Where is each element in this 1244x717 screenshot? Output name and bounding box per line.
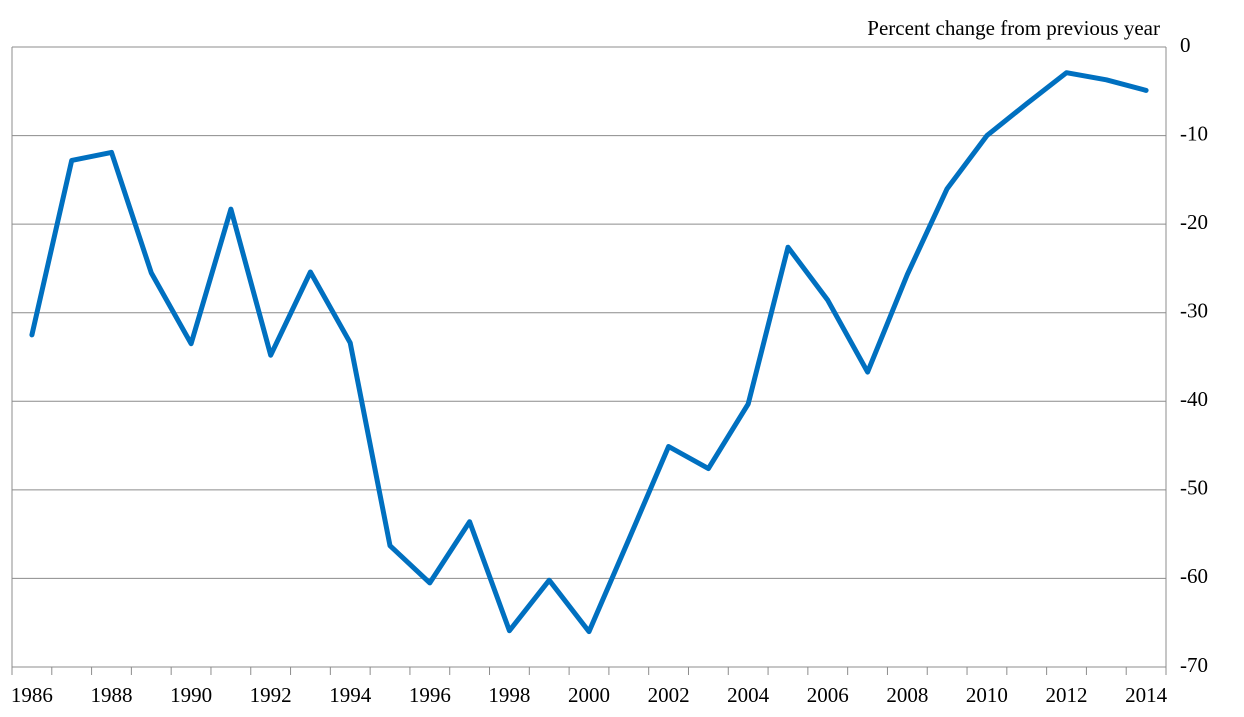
x-tick-label: 1992 (250, 683, 292, 707)
x-tick-label: 2004 (727, 683, 770, 707)
x-tick-label: 2008 (886, 683, 928, 707)
x-tick-label: 1990 (170, 683, 212, 707)
x-tick-label: 1988 (90, 683, 132, 707)
y-tick-label: -20 (1180, 210, 1208, 234)
x-tick-label: 2014 (1125, 683, 1168, 707)
y-tick-label: -50 (1180, 476, 1208, 500)
x-tick-label: 1996 (409, 683, 451, 707)
x-tick-label: 2002 (648, 683, 690, 707)
y-axis-label: Percent change from previous year (867, 16, 1160, 40)
x-tick-label: 1986 (11, 683, 53, 707)
x-tick-label: 1998 (488, 683, 530, 707)
y-tick-label: -60 (1180, 564, 1208, 588)
y-tick-label: -10 (1180, 121, 1208, 145)
x-tick-label: 2006 (807, 683, 849, 707)
x-tick-label: 1994 (329, 683, 372, 707)
y-tick-label: -70 (1180, 653, 1208, 677)
y-tick-label: -40 (1180, 387, 1208, 411)
y-tick-label: 0 (1180, 33, 1191, 57)
data-line (29, 70, 1149, 635)
x-tick-label: 2010 (966, 683, 1008, 707)
x-tick-label: 2000 (568, 683, 610, 707)
x-tick-label: 2012 (1046, 683, 1088, 707)
y-tick-label: -30 (1180, 299, 1208, 323)
